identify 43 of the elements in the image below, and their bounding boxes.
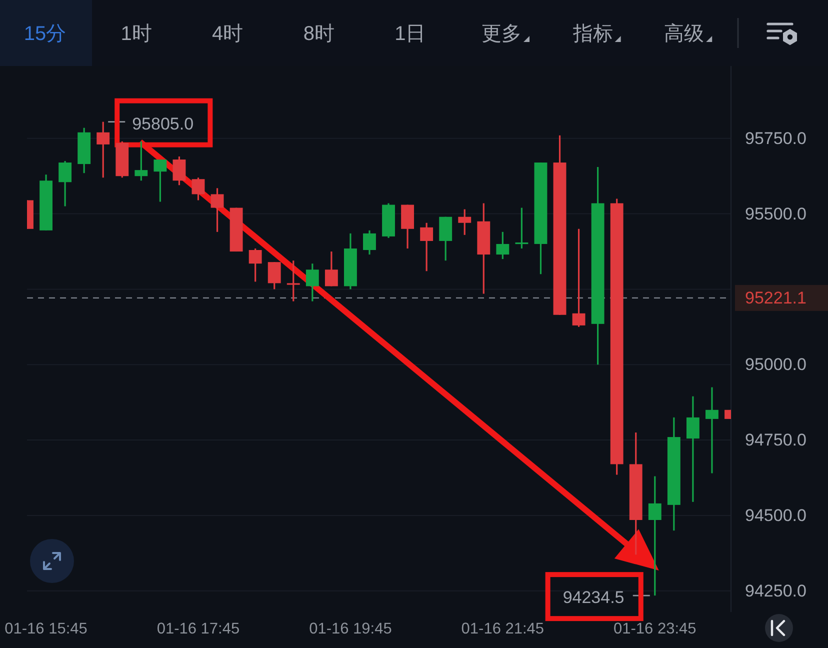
text: 1时 xyxy=(120,23,152,45)
y-tick-label: 94250.0 xyxy=(745,581,806,600)
text: 更多 xyxy=(482,23,522,45)
text: 4时 xyxy=(212,23,244,45)
y-tick-label: 94500.0 xyxy=(745,506,806,525)
candlestick xyxy=(686,396,700,503)
y-tick-label: 95500.0 xyxy=(745,204,806,224)
x-tick-label: 01-16 17:45 xyxy=(156,620,240,638)
candlestick xyxy=(210,187,224,233)
candlestick xyxy=(172,156,186,186)
x-tick-label: 01-16 21:45 xyxy=(461,620,544,638)
candlestick xyxy=(268,261,281,290)
annotation: 94234.5 xyxy=(562,588,624,608)
candlestick xyxy=(286,260,300,302)
candlestick xyxy=(706,386,718,474)
x-tick-label: 01-16 19:45 xyxy=(309,620,392,638)
candlestick xyxy=(458,208,472,236)
candlestick xyxy=(496,231,510,260)
annotation: 95805.0 xyxy=(132,114,194,134)
candlestick xyxy=(648,475,662,596)
candlestick xyxy=(363,230,376,256)
y-tick-label: 95750.0 xyxy=(745,128,806,148)
text: 指标 xyxy=(572,23,613,45)
text: 15分 xyxy=(24,23,66,45)
text: 1日 xyxy=(394,23,426,45)
text: 8时 xyxy=(303,23,334,45)
y-tick-label: 95000.0 xyxy=(745,355,806,374)
candlestick xyxy=(420,222,434,272)
candlestick xyxy=(134,140,148,182)
candlestick xyxy=(248,248,262,282)
candlestick xyxy=(572,228,586,328)
candlestick xyxy=(515,206,528,250)
y-tick-label: 94750.0 xyxy=(745,430,806,450)
x-tick-label: 01-16 23:45 xyxy=(614,620,696,638)
candlestick xyxy=(324,250,338,288)
candlestick xyxy=(58,160,72,208)
text: 高级 xyxy=(664,22,704,45)
ref-line-label: 95221.1 xyxy=(745,288,806,308)
x-tick-label: 01-16 15:45 xyxy=(4,620,88,638)
candlestick xyxy=(192,176,205,202)
candlestick xyxy=(154,158,167,203)
candlestick xyxy=(96,121,110,178)
candlestick xyxy=(306,262,319,302)
